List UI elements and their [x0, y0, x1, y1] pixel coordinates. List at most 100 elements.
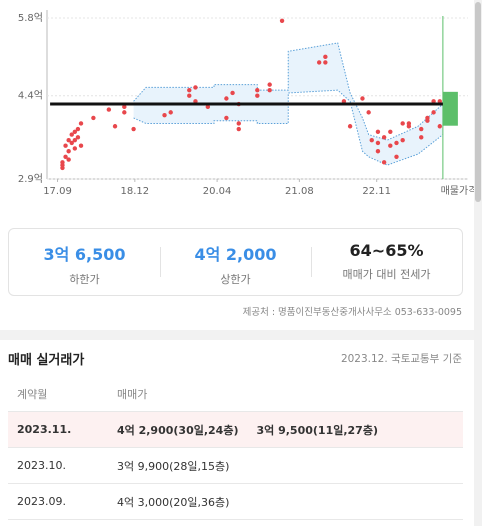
prices: 4억 2,900(30일,24층) 3억 9,500(11일,27층): [117, 422, 378, 438]
band-upper: [133, 42, 444, 141]
month: 2023.11.: [17, 423, 72, 436]
point: [388, 129, 393, 135]
label: 하한가: [69, 273, 100, 286]
value: 4억 2,000: [194, 245, 277, 264]
point: [193, 99, 198, 104]
y-tick-label: 5.8억: [18, 12, 43, 24]
value: 3억 6,500: [43, 245, 126, 264]
point: [375, 149, 381, 154]
point: [400, 121, 405, 126]
point: [63, 154, 68, 159]
point: [60, 165, 65, 171]
point: [72, 146, 78, 151]
point: [72, 137, 78, 143]
point: [431, 110, 436, 115]
month: 2023.09.: [17, 495, 66, 508]
point: [193, 85, 198, 90]
point: [381, 160, 387, 165]
point: [255, 93, 260, 98]
point: [187, 93, 192, 98]
summary-item: 3억 6,500 하한가: [9, 229, 160, 295]
price: 3억 9,900(28일,15층): [117, 459, 230, 473]
x-tick-label: 20.04: [203, 186, 232, 197]
x-tick-label: 22.11: [362, 186, 391, 197]
point: [72, 129, 78, 135]
divider: [0, 330, 474, 340]
point: [323, 54, 328, 60]
point: [224, 115, 229, 121]
point: [66, 137, 71, 143]
point: [236, 121, 241, 126]
point: [112, 124, 118, 129]
table-row: 2023.10. 3억 9,900(28일,15층): [8, 448, 463, 484]
point: [437, 124, 442, 129]
point: [122, 110, 127, 115]
table-header: 계약월 매매가: [8, 376, 463, 412]
point: [230, 90, 235, 96]
header: 매매가: [117, 387, 148, 401]
label: 매매가 대비 전세가: [342, 268, 431, 281]
point: [66, 157, 71, 162]
point: [78, 143, 84, 148]
point: [131, 126, 136, 132]
point: [381, 135, 387, 140]
point: [75, 126, 81, 132]
point: [78, 121, 84, 126]
point: [360, 96, 365, 101]
month: 2023.10.: [17, 459, 66, 472]
point: [122, 104, 127, 110]
summary-item: 4억 2,000 상한가: [160, 229, 311, 295]
price: 3억 9,500(11일,27층): [256, 423, 379, 437]
point: [75, 135, 81, 140]
point: [388, 143, 393, 148]
point: [369, 137, 374, 143]
point: [69, 140, 74, 146]
point: [187, 87, 192, 93]
source: 제공처 : 명품이진부동산중개사사무소 053-633-0095: [242, 307, 462, 318]
point: [323, 60, 328, 65]
point: [255, 87, 260, 93]
point: [431, 99, 436, 104]
point: [267, 87, 272, 93]
listing-label: 매물가격: [441, 184, 474, 197]
point: [91, 115, 96, 121]
point: [375, 140, 381, 146]
y-tick-label: 2.9억: [18, 173, 43, 185]
point: [341, 99, 347, 104]
point: [419, 135, 424, 140]
prices: 3억 9,900(28일,15층): [117, 458, 229, 474]
point: [63, 143, 68, 148]
point: [69, 132, 74, 137]
point: [236, 126, 241, 132]
table-row: 2023.09. 4억 3,000(20일,36층): [8, 484, 463, 520]
point: [419, 126, 424, 132]
point: [267, 82, 272, 87]
point: [400, 137, 405, 143]
y-tick-label: 4.4억: [18, 90, 43, 102]
table-row: 2023.11. 4억 2,900(30일,24층) 3억 9,500(11일,27…: [8, 412, 463, 448]
x-tick-label: 17.09: [43, 186, 72, 197]
point: [168, 110, 173, 115]
price: 4억 2,900(30일,24층): [117, 423, 239, 437]
band-lower: [133, 89, 444, 166]
x-tick-label: 21.08: [285, 186, 314, 197]
point: [66, 149, 71, 154]
point: [437, 99, 442, 104]
point: [366, 110, 371, 115]
point: [224, 96, 229, 101]
scrollbar[interactable]: [474, 0, 482, 526]
note: 2023.12. 국토교통부 기준: [340, 353, 462, 365]
summary: 3억 6,500 하한가 4억 2,000 상한가 64~65% 매매가 대비 전세가: [8, 228, 463, 296]
point: [205, 104, 211, 110]
scroll-thumb[interactable]: [475, 2, 481, 202]
point: [425, 115, 430, 121]
section-title: 매매 실거래가: [8, 353, 85, 368]
label: 상한가: [220, 273, 251, 286]
point: [375, 129, 381, 135]
prices: 4억 3,000(20일,36층): [117, 494, 229, 510]
point: [316, 60, 322, 65]
listing-range: [442, 91, 458, 126]
point: [394, 154, 399, 159]
